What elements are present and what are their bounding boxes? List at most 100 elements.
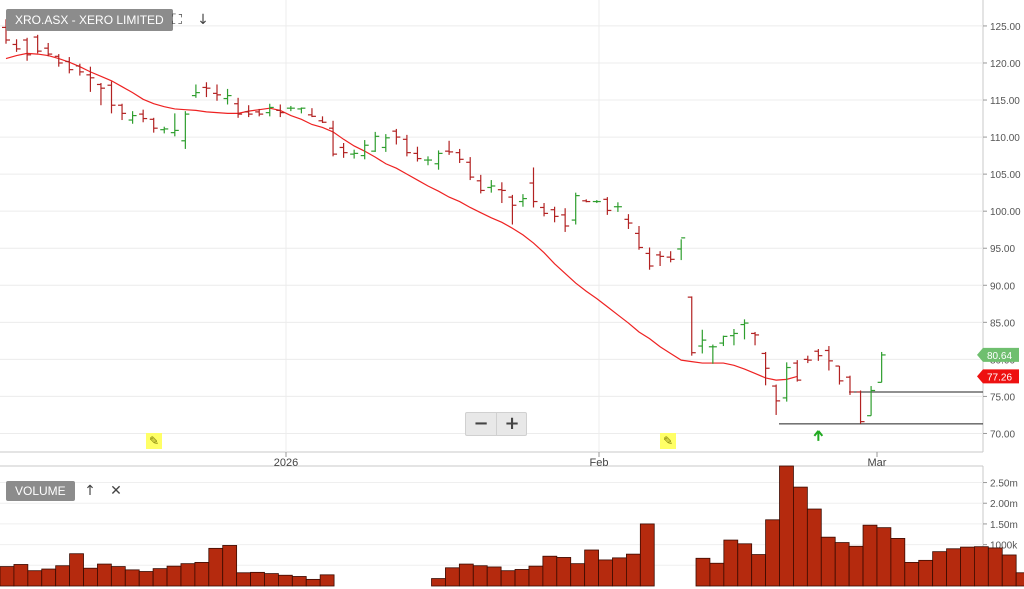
ohlc-bar <box>65 57 74 74</box>
volume-bar <box>27 570 43 587</box>
volume-bar <box>208 547 224 587</box>
moving-average-badge <box>977 369 1019 384</box>
ohlc-bar <box>23 37 32 61</box>
ohlc-bar <box>835 365 844 385</box>
volume-y-tick-label: 1000k <box>990 541 1018 552</box>
ohlc-bar <box>824 346 833 371</box>
ohlc-bar <box>160 126 169 134</box>
ohlc-bar <box>803 355 812 364</box>
ohlc-bar <box>497 182 506 204</box>
volume-bar <box>194 562 210 587</box>
volume-bar <box>612 557 627 587</box>
volume-bar <box>458 563 474 587</box>
ohlc-bar <box>656 251 665 267</box>
volume-bar <box>542 555 558 587</box>
volume-bar <box>1015 572 1024 587</box>
volume-bar <box>626 553 641 587</box>
ohlc-bar <box>44 42 53 57</box>
volume-bar <box>69 553 84 587</box>
ohlc-bar <box>666 251 675 263</box>
ohlc-bar <box>466 157 475 181</box>
volume-bar <box>723 539 739 587</box>
ohlc-bar <box>75 63 84 76</box>
volume-bar <box>709 562 725 587</box>
ohlc-bar <box>540 203 549 217</box>
volume-bar <box>110 566 126 587</box>
ohlc-bar <box>139 109 148 123</box>
ohlc-bar <box>635 226 643 250</box>
zoom-in-button[interactable]: + <box>496 413 527 435</box>
ohlc-bar <box>751 331 760 346</box>
volume-bar <box>639 523 655 587</box>
volume-bar <box>570 563 586 587</box>
ohlc-bar <box>191 84 200 98</box>
volume-bar <box>472 565 488 587</box>
ohlc-bar <box>307 108 316 118</box>
ohlc-bar <box>740 319 749 340</box>
ohlc-bar <box>213 84 221 101</box>
volume-bar <box>431 578 446 587</box>
moving-average-badge-text: 77.26 <box>987 372 1012 383</box>
volume-bar <box>152 568 168 587</box>
ohlc-bar <box>371 131 380 152</box>
volume-bar <box>0 566 15 587</box>
x-tick-label: 2026 <box>274 457 298 469</box>
volume-bar <box>514 569 530 587</box>
ohlc-bar <box>729 328 738 346</box>
ohlc-bar <box>255 108 264 117</box>
y-tick-label: 120.00 <box>990 59 1021 70</box>
volume-label[interactable]: VOLUME <box>6 481 75 501</box>
ohlc-bar <box>234 97 243 118</box>
volume-bar <box>236 572 251 587</box>
volume-bar <box>737 543 753 587</box>
volume-bar <box>124 569 140 587</box>
ohlc-bar <box>624 214 633 229</box>
volume-bar <box>250 571 265 587</box>
ohlc-bar <box>329 120 338 157</box>
volume-bar <box>55 565 71 587</box>
ohlc-bar <box>561 208 570 232</box>
ohlc-bar <box>318 116 327 124</box>
moving-average-line <box>5 52 798 381</box>
ohlc-bar <box>455 148 464 164</box>
ohlc-bar <box>698 329 707 354</box>
ohlc-bar <box>476 174 485 194</box>
ohlc-bar <box>350 149 359 159</box>
ohlc-bar <box>381 134 390 152</box>
volume-bar <box>598 559 613 587</box>
volume-bar <box>264 573 279 587</box>
arrow-down-icon[interactable]: ↓ <box>197 12 209 28</box>
ohlc-bar <box>339 143 348 158</box>
ohlc-bar <box>645 247 654 270</box>
ohlc-bar <box>761 351 770 386</box>
y-tick-label: 90.00 <box>990 281 1015 292</box>
fullscreen-icon[interactable]: ⛶ <box>172 12 182 28</box>
pencil-icon[interactable]: ✎ <box>146 433 162 449</box>
ohlc-bar <box>392 128 401 145</box>
volume-bar <box>793 486 808 587</box>
ohlc-bar <box>149 117 158 133</box>
zoom-out-button[interactable]: − <box>473 413 489 434</box>
volume-bar <box>83 567 98 587</box>
symbol-label[interactable]: XRO.ASX - XERO LIMITED <box>6 9 173 31</box>
y-tick-label: 105.00 <box>990 170 1021 181</box>
volume-y-tick-label: 2.00m <box>990 499 1018 510</box>
volume-bar <box>932 551 947 587</box>
close-icon[interactable]: ✕ <box>110 483 122 499</box>
volume-bar <box>528 565 544 587</box>
volume-bar <box>960 546 975 587</box>
volume-bar <box>97 563 112 587</box>
arrow-up-icon[interactable]: ↑ <box>84 483 96 499</box>
ohlc-bar <box>550 206 559 223</box>
volume-bar <box>584 549 599 587</box>
ohlc-bar <box>708 344 717 364</box>
ohlc-bar <box>86 66 95 92</box>
volume-bar <box>305 578 321 587</box>
pencil-icon[interactable]: ✎ <box>660 433 676 449</box>
y-tick-label: 100.00 <box>990 207 1021 218</box>
volume-bar <box>918 559 934 587</box>
ohlc-bar <box>12 39 21 52</box>
ohlc-bar <box>413 146 422 162</box>
last-price-badge-text: 80.64 <box>987 351 1012 362</box>
